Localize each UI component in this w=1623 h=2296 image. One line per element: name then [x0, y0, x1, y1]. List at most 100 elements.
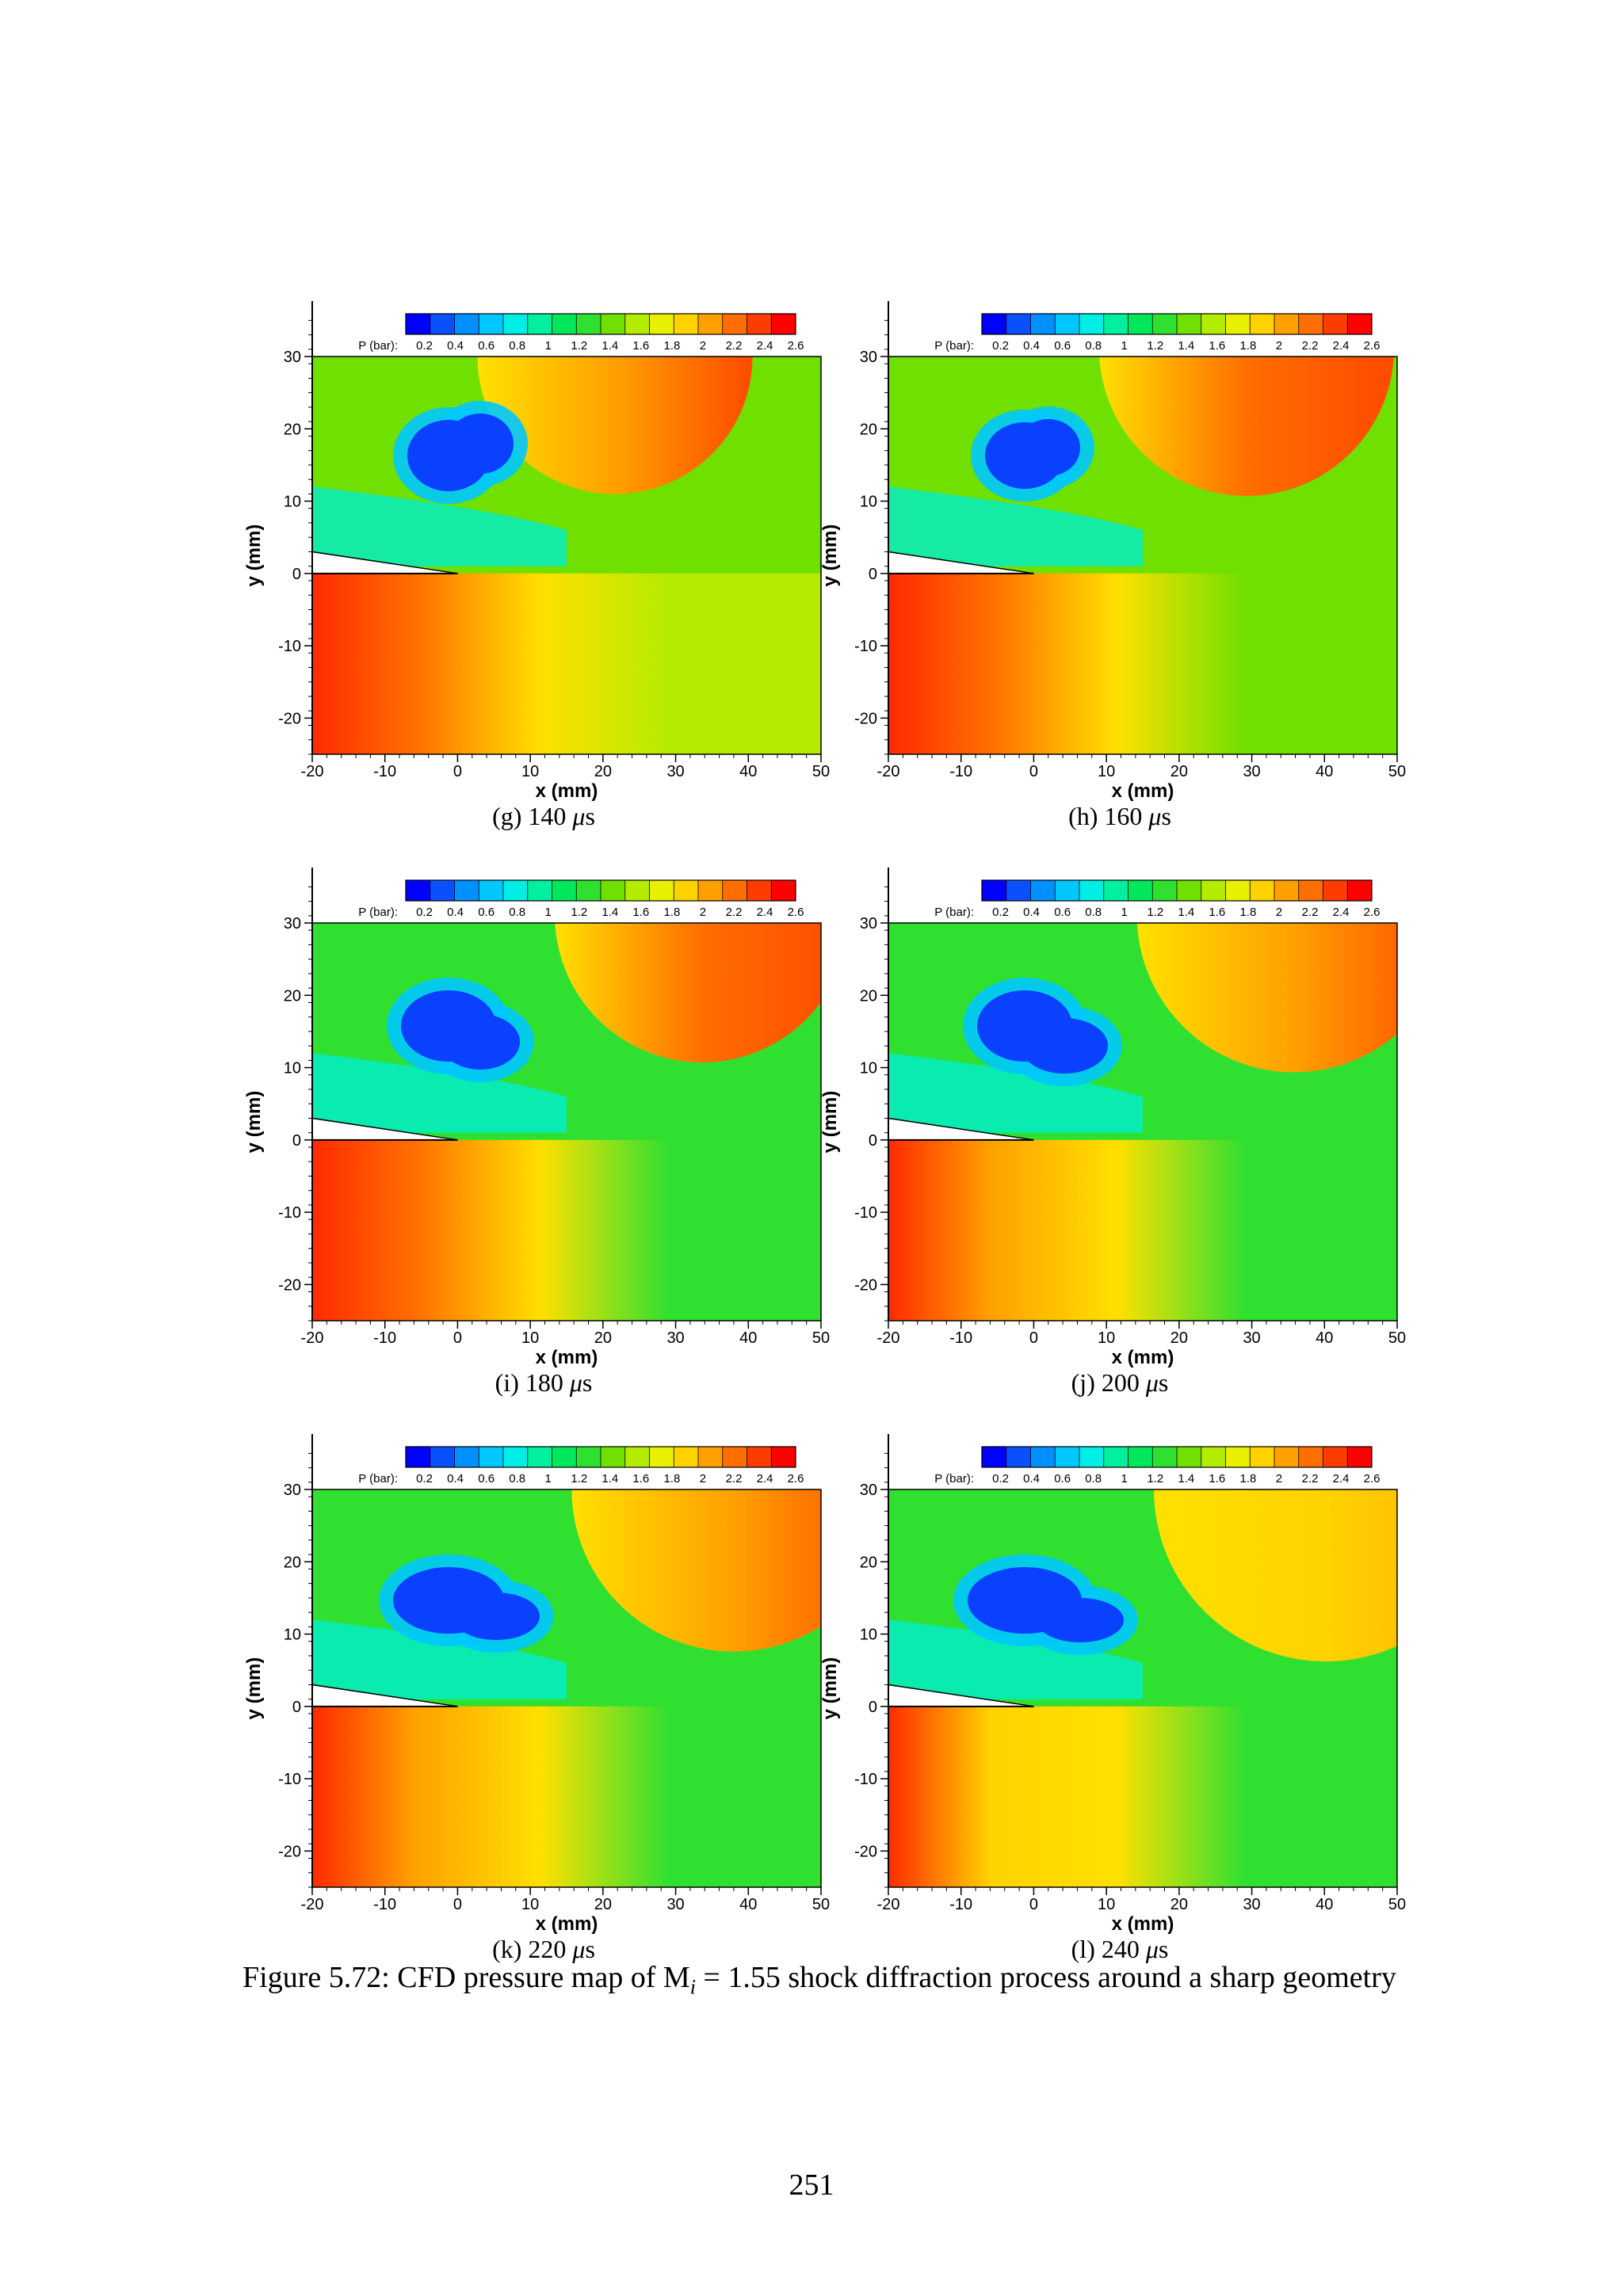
colorbar-tick-label: 1.8	[1239, 339, 1256, 353]
y-tick-label: -20	[278, 1843, 301, 1860]
colorbar-swatch	[1055, 314, 1080, 334]
x-tick-label: -20	[301, 1896, 324, 1913]
subfigure-caption-label: (h) 160	[1068, 802, 1143, 830]
colorbar-tick-label: 1.2	[571, 1472, 587, 1486]
colorbar-tick-label: 1.2	[1147, 906, 1163, 919]
diffracted-shock-region	[477, 357, 753, 494]
colorbar-tick-label: 1.6	[1209, 906, 1225, 919]
y-tick-label: 10	[860, 1060, 877, 1077]
colorbar-tick-label: 0.6	[478, 339, 495, 353]
colorbar-tick-label: 0.8	[509, 906, 525, 919]
colorbar-swatch	[454, 314, 479, 334]
colorbar-swatch	[1274, 880, 1300, 901]
x-tick-label: 40	[739, 1896, 757, 1913]
colorbar-tick-label: 2.2	[1302, 339, 1319, 353]
colorbar-swatch	[771, 1447, 796, 1467]
y-axis-label: y (mm)	[819, 1657, 841, 1720]
y-tick-label: 0	[869, 1132, 877, 1150]
colorbar-tick-label: 0.2	[992, 1472, 1009, 1486]
y-tick-label: 0	[869, 1699, 877, 1716]
colorbar-tick-label: 0.8	[509, 339, 525, 353]
x-tick-label: 30	[1243, 763, 1260, 780]
colorbar-swatch	[1152, 1447, 1178, 1467]
colorbar-tick-label: 1.6	[1209, 339, 1225, 353]
colorbar-swatch	[1152, 314, 1178, 334]
y-axis-label: y (mm)	[819, 524, 841, 587]
colorbar-swatch	[1201, 880, 1226, 901]
colorbar-swatch	[601, 314, 626, 334]
pressure-contour-plot: -20 -10 0 10 20 30 40 50 30 20 10 0 -10 -20 x (mm) y (m…	[243, 1434, 830, 1935]
colorbar-tick-label: 0.4	[447, 339, 464, 353]
colorbar-tick-label: 1.2	[1147, 339, 1163, 353]
x-axis-label: x (mm)	[1112, 1347, 1174, 1368]
subfigure-caption-mu: μ	[1148, 802, 1162, 830]
colorbar-swatch	[527, 880, 552, 901]
contour-field	[888, 923, 1397, 1321]
caption-subscript: i	[689, 1975, 696, 1999]
colorbar-tick-label: 2	[700, 339, 706, 353]
subfigure-panel: -20 -10 0 10 20 30 40 50 30 20 10 0 -10 -20 x (mm) y (m…	[242, 1434, 845, 1989]
x-tick-label: 10	[1098, 763, 1115, 780]
colorbar-swatch	[771, 314, 796, 334]
colorbar-swatch	[1103, 880, 1128, 901]
y-tick-label: 20	[860, 987, 877, 1005]
colorbar-tick-label: 1.4	[601, 906, 618, 919]
x-tick-label: 20	[594, 1329, 612, 1347]
x-tick-label: -10	[373, 1329, 396, 1347]
colorbar-swatch	[982, 880, 1007, 901]
colorbar-label: P (bar):	[934, 906, 974, 919]
x-tick-label: 30	[666, 1896, 684, 1913]
y-tick-label: -10	[278, 638, 301, 655]
colorbar-tick-label: 2.4	[757, 1472, 773, 1486]
colorbar-swatch	[1201, 314, 1226, 334]
x-tick-label: 30	[666, 763, 684, 780]
colorbar-swatch	[1079, 880, 1105, 901]
colorbar-swatch	[552, 314, 577, 334]
pressure-contour-plot: -20 -10 0 10 20 30 40 50 30 20 10 0 -10 -20 x (mm) y (m…	[819, 868, 1406, 1368]
y-tick-label: -20	[278, 1276, 301, 1294]
expansion-region	[312, 1619, 567, 1699]
lower-pressure-region	[888, 1706, 1397, 1887]
colorbar-swatch	[747, 1447, 772, 1467]
x-tick-label: -10	[949, 1329, 972, 1347]
colorbar-tick-label: 2.2	[726, 339, 743, 353]
colorbar-swatch	[1103, 314, 1128, 334]
colorbar-swatch	[1323, 314, 1348, 334]
colorbar-tick-label: 0.8	[1085, 339, 1102, 353]
colorbar-swatch	[527, 314, 552, 334]
y-tick-label: 30	[860, 1482, 877, 1499]
colorbar-label: P (bar):	[934, 339, 974, 353]
x-tick-label: 50	[812, 763, 830, 780]
x-tick-label: 0	[453, 1896, 462, 1913]
subfigure-caption-mu: μ	[572, 802, 586, 830]
x-tick-label: 50	[1388, 1896, 1406, 1913]
colorbar-swatch	[771, 880, 796, 901]
subfigure-caption-label: (l) 240	[1071, 1935, 1140, 1963]
y-tick-label: -20	[854, 1276, 877, 1294]
y-tick-label: 0	[292, 1132, 301, 1150]
y-axis-label: y (mm)	[243, 524, 265, 587]
colorbar-tick-label: 0.8	[509, 1472, 525, 1486]
colorbar-swatch	[1225, 880, 1251, 901]
y-tick-label: 10	[284, 494, 301, 511]
colorbar-swatch	[430, 1447, 455, 1467]
colorbar-swatch	[527, 1447, 552, 1467]
colorbar-swatch	[1079, 314, 1105, 334]
contour-field	[312, 1489, 821, 1887]
subfigure-panel: -20 -10 0 10 20 30 40 50 30 20 10 0 -10 -20 x (mm) y (m…	[819, 301, 1421, 856]
lower-pressure-region	[888, 1139, 1397, 1321]
vortex-core	[1021, 1018, 1108, 1074]
y-axis-label: y (mm)	[243, 1091, 265, 1154]
subfigure-caption-s: s	[1161, 802, 1171, 830]
colorbar-swatch	[552, 1447, 577, 1467]
x-tick-label: 50	[1388, 1329, 1406, 1347]
colorbar-tick-label: 0.2	[416, 906, 433, 919]
expansion-region	[888, 1053, 1143, 1133]
colorbar-tick-label: 1.6	[632, 1472, 649, 1486]
colorbar-tick-label: 1	[545, 906, 552, 919]
colorbar-swatch	[1274, 314, 1300, 334]
y-tick-label: -10	[278, 1204, 301, 1222]
expansion-region	[888, 486, 1143, 566]
colorbar-tick-label: 2.6	[1364, 906, 1381, 919]
subfigure-caption-mu: μ	[569, 1368, 582, 1397]
